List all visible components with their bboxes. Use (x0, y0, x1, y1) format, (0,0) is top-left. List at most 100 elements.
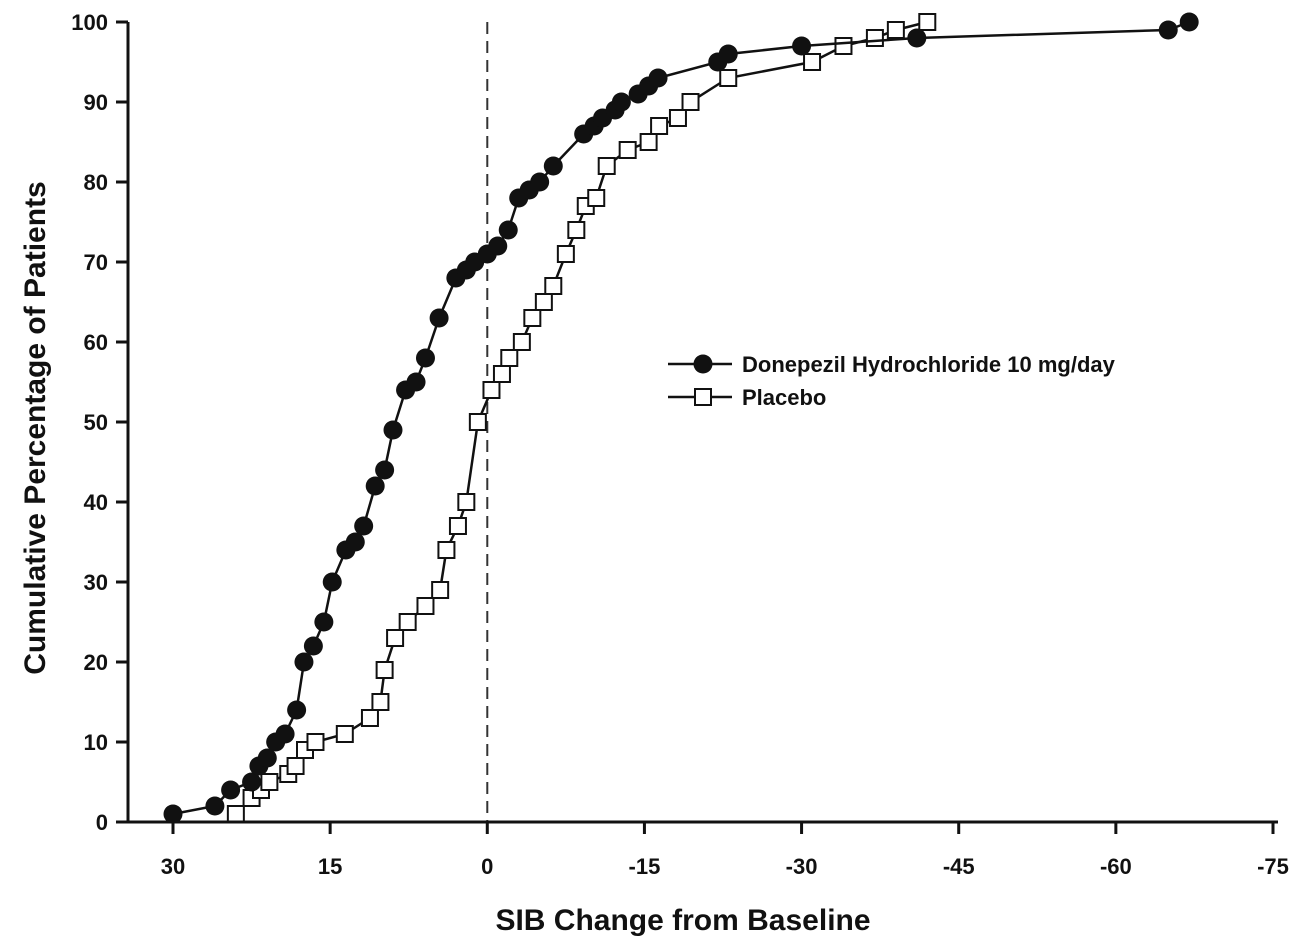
legend-item-placebo: Placebo (668, 385, 826, 410)
y-tick-label: 70 (84, 250, 108, 275)
y-axis-ticks: 0 10 20 30 40 50 60 70 80 90 100 (71, 10, 128, 835)
y-tick-label: 60 (84, 330, 108, 355)
donepezil-data-point (323, 573, 342, 592)
x-tick-label: -75 (1257, 854, 1289, 879)
placebo-data-point (568, 222, 584, 238)
x-tick-label: 30 (161, 854, 185, 879)
legend-label-placebo: Placebo (742, 385, 826, 410)
donepezil-data-point (499, 221, 518, 240)
placebo-data-point (400, 614, 416, 630)
donepezil-data-point (530, 173, 549, 192)
x-axis-ticks: 30 15 0 -15 -30 -45 -60 -75 (161, 822, 1289, 879)
x-axis-title: SIB Change from Baseline (495, 904, 870, 937)
placebo-data-point (494, 366, 510, 382)
y-tick-label: 30 (84, 570, 108, 595)
placebo-data-point (514, 334, 530, 350)
placebo-data-point (387, 630, 403, 646)
donepezil-data-point (1159, 21, 1178, 40)
donepezil-data-point (346, 533, 365, 552)
y-tick-label: 50 (84, 410, 108, 435)
donepezil-data-point (907, 29, 926, 48)
y-tick-label: 0 (96, 810, 108, 835)
donepezil-data-point (612, 93, 631, 112)
placebo-data-point (620, 142, 636, 158)
placebo-data-point (536, 294, 552, 310)
placebo-data-point (804, 54, 820, 70)
placebo-data-point (867, 30, 883, 46)
placebo-data-point (438, 542, 454, 558)
y-tick-label: 40 (84, 490, 108, 515)
donepezil-data-point (304, 637, 323, 656)
donepezil-data-point (354, 517, 373, 536)
donepezil-data-point (407, 373, 426, 392)
donepezil-data-point (221, 781, 240, 800)
y-tick-label: 20 (84, 650, 108, 675)
donepezil-data-point (416, 349, 435, 368)
donepezil-data-point (294, 653, 313, 672)
y-tick-label: 10 (84, 730, 108, 755)
placebo-data-point (651, 118, 667, 134)
x-tick-label: -15 (629, 854, 661, 879)
legend-marker-donepezil (694, 355, 713, 374)
donepezil-data-point (205, 797, 224, 816)
x-tick-label: 0 (481, 854, 493, 879)
placebo-data-point (524, 310, 540, 326)
donepezil-data-point (287, 701, 306, 720)
donepezil-data-point (276, 725, 295, 744)
donepezil-series-line (173, 22, 1189, 814)
donepezil-data-point (384, 421, 403, 440)
plot-area: 0 10 20 30 40 50 60 70 80 90 100 30 15 0 -15 -30 -45 -60… (71, 10, 1289, 879)
donepezil-data-point (649, 69, 668, 88)
y-tick-label: 100 (71, 10, 108, 35)
donepezil-data-point (792, 37, 811, 56)
placebo-data-point (835, 38, 851, 54)
legend-label-donepezil: Donepezil Hydrochloride 10 mg/day (742, 352, 1116, 377)
donepezil-data-point (719, 45, 738, 64)
placebo-data-point (501, 350, 517, 366)
y-tick-label: 80 (84, 170, 108, 195)
y-axis-title: Cumulative Percentage of Patients (19, 181, 52, 674)
placebo-data-point (450, 518, 466, 534)
placebo-data-point (919, 14, 935, 30)
donepezil-data-point (258, 749, 277, 768)
x-tick-label: -60 (1100, 854, 1132, 879)
placebo-data-point (458, 494, 474, 510)
placebo-data-point (261, 774, 277, 790)
placebo-data-point (588, 190, 604, 206)
placebo-data-point (228, 806, 244, 822)
series-layer (164, 13, 1199, 824)
placebo-data-point (683, 94, 699, 110)
legend-item-donepezil: Donepezil Hydrochloride 10 mg/day (668, 352, 1116, 377)
placebo-data-point (720, 70, 736, 86)
legend-marker-placebo (695, 389, 711, 405)
placebo-data-point (641, 134, 657, 150)
placebo-data-point (337, 726, 353, 742)
placebo-data-point (288, 758, 304, 774)
donepezil-data-point (366, 477, 385, 496)
placebo-data-point (483, 382, 499, 398)
placebo-data-point (599, 158, 615, 174)
x-tick-label: -45 (943, 854, 975, 879)
donepezil-data-point (488, 237, 507, 256)
legend: Donepezil Hydrochloride 10 mg/day Placeb… (668, 352, 1116, 410)
donepezil-data-point (544, 157, 563, 176)
placebo-data-point (558, 246, 574, 262)
placebo-data-point (470, 414, 486, 430)
x-tick-label: -30 (786, 854, 818, 879)
donepezil-data-point (314, 613, 333, 632)
x-tick-label: 15 (318, 854, 342, 879)
placebo-data-point (417, 598, 433, 614)
placebo-data-point (362, 710, 378, 726)
placebo-data-point (377, 662, 393, 678)
placebo-data-point (545, 278, 561, 294)
placebo-data-point (307, 734, 323, 750)
placebo-data-point (432, 582, 448, 598)
placebo-data-point (888, 22, 904, 38)
donepezil-data-point (375, 461, 394, 480)
y-tick-label: 90 (84, 90, 108, 115)
placebo-data-point (670, 110, 686, 126)
donepezil-data-point (430, 309, 449, 328)
placebo-data-point (372, 694, 388, 710)
donepezil-data-point (1180, 13, 1199, 32)
